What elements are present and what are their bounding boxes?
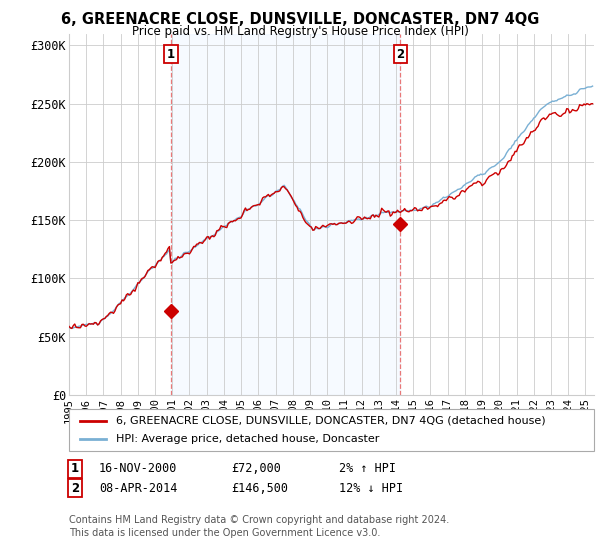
Text: 2: 2 xyxy=(396,48,404,60)
Text: 08-APR-2014: 08-APR-2014 xyxy=(99,482,178,495)
Text: 2% ↑ HPI: 2% ↑ HPI xyxy=(339,462,396,475)
Text: Price paid vs. HM Land Registry's House Price Index (HPI): Price paid vs. HM Land Registry's House … xyxy=(131,25,469,38)
Text: 1: 1 xyxy=(167,48,175,60)
Text: £72,000: £72,000 xyxy=(231,462,281,475)
Text: 6, GREENACRE CLOSE, DUNSVILLE, DONCASTER, DN7 4QG: 6, GREENACRE CLOSE, DUNSVILLE, DONCASTER… xyxy=(61,12,539,27)
FancyBboxPatch shape xyxy=(69,409,594,451)
Text: 1: 1 xyxy=(71,462,79,475)
Text: Contains HM Land Registry data © Crown copyright and database right 2024.: Contains HM Land Registry data © Crown c… xyxy=(69,515,449,525)
Text: HPI: Average price, detached house, Doncaster: HPI: Average price, detached house, Donc… xyxy=(116,434,380,444)
Text: 6, GREENACRE CLOSE, DUNSVILLE, DONCASTER, DN7 4QG (detached house): 6, GREENACRE CLOSE, DUNSVILLE, DONCASTER… xyxy=(116,416,546,426)
Text: £146,500: £146,500 xyxy=(231,482,288,495)
Text: This data is licensed under the Open Government Licence v3.0.: This data is licensed under the Open Gov… xyxy=(69,528,380,538)
Text: 16-NOV-2000: 16-NOV-2000 xyxy=(99,462,178,475)
Text: 12% ↓ HPI: 12% ↓ HPI xyxy=(339,482,403,495)
Text: 2: 2 xyxy=(71,482,79,495)
Bar xyxy=(171,34,400,395)
